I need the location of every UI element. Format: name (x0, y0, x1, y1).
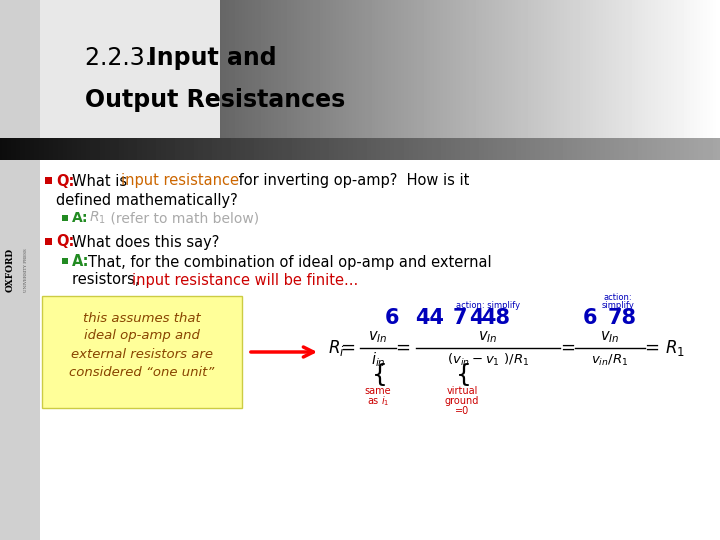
Text: resistors,: resistors, (72, 273, 144, 287)
Text: A:: A: (72, 254, 89, 269)
Text: UNIVERSITY PRESS: UNIVERSITY PRESS (24, 248, 28, 292)
Text: 6: 6 (582, 308, 598, 328)
Bar (62, 215, 68, 221)
Bar (45, 177, 52, 184)
Text: $v_{In}$: $v_{In}$ (368, 329, 388, 345)
FancyArrowPatch shape (251, 347, 313, 357)
Bar (42, 296, 242, 408)
Bar (220, 0, 720, 138)
Text: action:: action: (603, 294, 632, 302)
Text: $v_{In}$: $v_{In}$ (478, 329, 498, 345)
Text: 6: 6 (384, 308, 400, 328)
Bar (40, 0, 720, 138)
Text: 48: 48 (482, 308, 510, 328)
Text: action: simplify: action: simplify (456, 300, 520, 309)
Text: Input and: Input and (148, 46, 276, 70)
Text: as $i_1$: as $i_1$ (366, 394, 390, 408)
Text: Q:: Q: (56, 173, 74, 188)
Text: Output Resistances: Output Resistances (85, 88, 346, 112)
Text: defined mathematically?: defined mathematically? (56, 192, 238, 207)
Text: A:: A: (72, 211, 89, 225)
Text: What is: What is (72, 173, 132, 188)
Text: 4: 4 (469, 308, 483, 328)
Text: $R_i$: $R_i$ (328, 338, 345, 358)
Text: simplify: simplify (602, 301, 634, 310)
Text: $\{$: $\{$ (371, 361, 385, 388)
Text: $v_{in}/R_1$: $v_{in}/R_1$ (591, 353, 629, 368)
Text: external resistors are: external resistors are (71, 348, 213, 361)
Text: 2.2.3.: 2.2.3. (85, 46, 160, 70)
Text: Q:: Q: (56, 234, 74, 249)
Text: same: same (365, 386, 391, 396)
Text: =0: =0 (455, 406, 469, 416)
Text: 44: 44 (415, 308, 444, 328)
Text: =: = (395, 339, 410, 357)
Text: for inverting op-amp?  How is it: for inverting op-amp? How is it (234, 173, 469, 188)
Text: $R_1$: $R_1$ (665, 338, 685, 358)
Text: $(v_{in} - v_1\ )/R_1$: $(v_{in} - v_1\ )/R_1$ (447, 352, 529, 368)
Text: =: = (560, 339, 575, 357)
Bar (40, 160, 720, 540)
Text: $R_1$: $R_1$ (89, 210, 106, 226)
Text: That, for the combination of ideal op-amp and external: That, for the combination of ideal op-am… (88, 254, 492, 269)
Text: (refer to math below): (refer to math below) (106, 211, 259, 225)
Text: =: = (341, 339, 356, 357)
Bar (0, 138, 720, 160)
Bar (62, 258, 68, 264)
Text: 78: 78 (608, 308, 636, 328)
Text: OXFORD: OXFORD (6, 248, 14, 292)
Text: ground: ground (445, 396, 480, 406)
Text: What does this say?: What does this say? (72, 234, 220, 249)
Text: $\{$: $\{$ (454, 361, 469, 388)
Text: this assumes that: this assumes that (83, 312, 201, 325)
Text: considered “one unit”: considered “one unit” (69, 366, 215, 379)
Text: =: = (644, 339, 660, 357)
Text: input resistance will be finite...: input resistance will be finite... (132, 273, 359, 287)
Text: ideal op-amp and: ideal op-amp and (84, 329, 200, 342)
Text: $v_{In}$: $v_{In}$ (600, 329, 620, 345)
Text: $i_{in}$: $i_{in}$ (371, 350, 385, 369)
Text: virtual: virtual (446, 386, 477, 396)
Text: 7: 7 (453, 308, 467, 328)
Bar (0, 0, 40, 540)
Text: input resistance: input resistance (121, 173, 239, 188)
Bar (45, 238, 52, 245)
